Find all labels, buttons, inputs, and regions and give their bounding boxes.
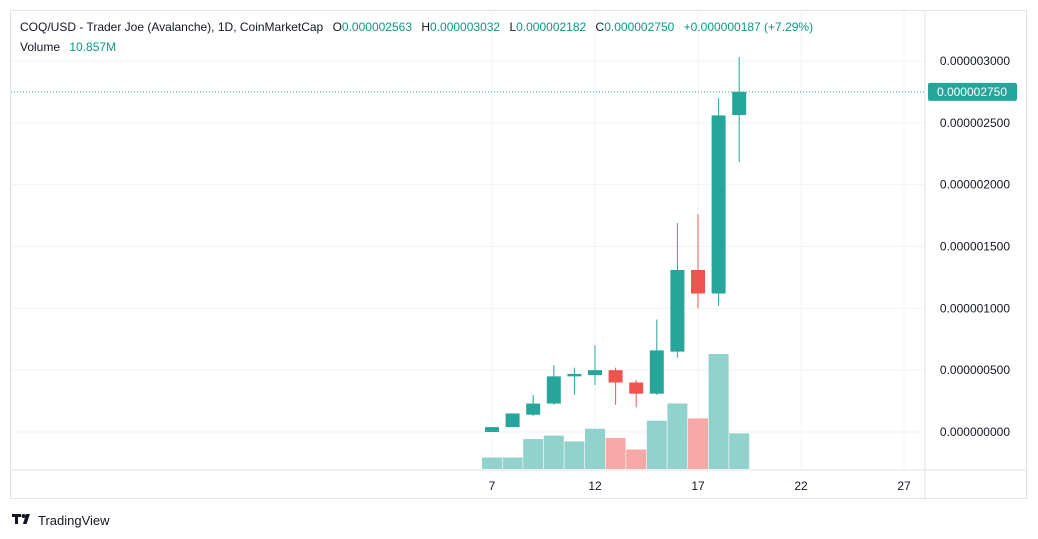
x-tick-label: 27 <box>897 479 911 493</box>
volume-bar <box>585 428 605 469</box>
volume-bar <box>523 439 544 469</box>
candle-body <box>526 403 541 415</box>
y-tick-label: 0.000000500 <box>940 363 1010 377</box>
volume-layer <box>482 354 750 469</box>
x-tick-label: 17 <box>691 479 705 493</box>
x-tick-label: 7 <box>489 479 496 493</box>
symbol-title[interactable]: COQ/USD - Trader Joe (Avalanche), 1D, Co… <box>20 20 324 34</box>
candle-body <box>588 370 602 376</box>
tradingview-logo[interactable]: TradingView <box>12 512 110 528</box>
volume-bar <box>564 441 585 469</box>
last-price-label: 0.000002750 <box>937 85 1007 99</box>
candle-body <box>567 373 582 377</box>
low-label: L <box>509 20 517 34</box>
y-tick-label: 0.000001500 <box>940 240 1010 254</box>
high-value: 0.000003032 <box>430 20 501 34</box>
volume-bar <box>543 435 564 469</box>
volume-bar <box>729 433 750 469</box>
close-label: C <box>595 20 605 34</box>
x-tick-label: 22 <box>794 479 808 493</box>
grid-layer <box>11 11 924 469</box>
candle-body <box>629 382 644 394</box>
volume-bar <box>502 457 523 469</box>
y-tick-label: 0.000002500 <box>940 116 1010 130</box>
candle-body <box>732 91 747 116</box>
open-value: 0.000002563 <box>341 20 412 34</box>
candle-body <box>485 427 499 432</box>
tradingview-brand-name: TradingView <box>38 512 110 528</box>
high-label: H <box>421 20 431 34</box>
low-value: 0.000002182 <box>516 20 587 34</box>
candle-body <box>691 269 705 294</box>
y-tick-label: 0.000003000 <box>940 54 1010 68</box>
ohlc-legend: COQ/USD - Trader Joe (Avalanche), 1D, Co… <box>20 20 813 34</box>
volume-bar <box>667 403 688 469</box>
volume-label[interactable]: Volume <box>20 40 61 54</box>
volume-bar <box>626 449 647 469</box>
axis-layer: 0.000000000 0.000000500 0.000001000 0.00000… <box>11 11 1027 499</box>
close-value: 0.000002750 <box>604 20 675 34</box>
candle-body <box>608 370 623 383</box>
change-value: +0.000000187 (+7.29%) <box>683 20 814 34</box>
open-label: O <box>332 20 342 34</box>
volume-bar <box>605 437 626 469</box>
y-tick-label: 0.000000000 <box>940 425 1010 439</box>
candle-body <box>711 115 726 294</box>
candle-body <box>649 350 664 394</box>
volume-bar <box>708 354 729 469</box>
candle-body <box>505 413 520 428</box>
volume-bar <box>482 457 502 469</box>
candle-body <box>546 376 561 404</box>
volume-value: 10.857M <box>69 40 117 54</box>
candle-body <box>670 269 685 352</box>
y-tick-label: 0.000002000 <box>940 178 1010 192</box>
last-price-badge <box>928 82 1017 101</box>
volume-bar <box>688 418 708 469</box>
candle-layer <box>485 57 747 432</box>
tradingview-logo-icon <box>12 512 34 528</box>
volume-legend: Volume 10.857M <box>20 40 116 54</box>
x-tick-label: 12 <box>588 479 602 493</box>
y-tick-label: 0.000001000 <box>940 301 1010 315</box>
volume-bar <box>646 420 667 469</box>
